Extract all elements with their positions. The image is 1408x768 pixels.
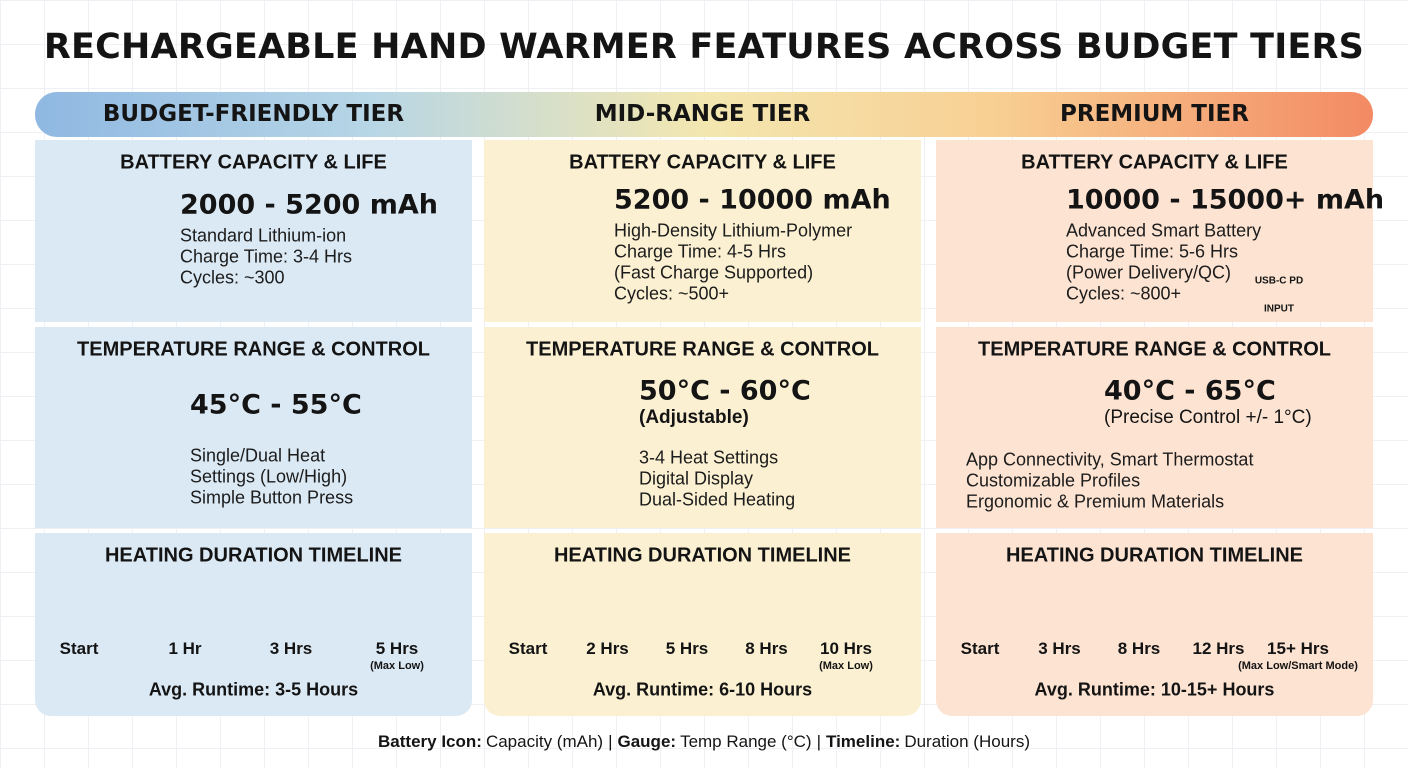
timeline-label: 5 Hrs [375, 639, 419, 658]
timeline-note: (Max Low/Smart Mode) [1238, 660, 1358, 672]
timeline-note: (Max Low) [819, 660, 873, 672]
section-heading: BATTERY CAPACITY & LIFE [569, 151, 836, 174]
battery-detail: Cycles: ~500+ [614, 283, 730, 304]
timeline-label: 8 Hrs [745, 639, 788, 658]
battery-capacity: 2000 - 5200 mAh [180, 189, 438, 221]
timeline-label: 15+ Hrs [1267, 639, 1329, 658]
temperature-section [484, 327, 921, 528]
temperature-detail: Dual-Sided Heating [639, 489, 796, 510]
temperature-qualifier: (Adjustable) [639, 407, 749, 428]
timeline-section [936, 533, 1373, 716]
legend-text: Capacity (mAh) [485, 732, 604, 751]
temperature-detail: Digital Display [639, 468, 754, 489]
port-label: INPUT [1264, 303, 1294, 315]
legend-text: Temp Range (°C) [680, 732, 812, 751]
battery-section [484, 140, 921, 322]
timeline-label: 8 Hrs [1117, 639, 1161, 658]
port-label: USB-C PD [1254, 275, 1304, 287]
timeline-label: Start [59, 639, 99, 658]
temperature-detail: 3-4 Heat Settings [639, 447, 779, 468]
temperature-range: 50°C - 60°C [639, 375, 811, 407]
battery-detail: Standard Lithium-ion [180, 225, 347, 246]
temperature-section [936, 327, 1373, 528]
timeline-section [484, 533, 921, 716]
battery-detail: Charge Time: 3-4 Hrs [180, 246, 353, 267]
temperature-qualifier: (Precise Control +/- 1°C) [1104, 407, 1312, 428]
timeline-label: 3 Hrs [269, 639, 313, 658]
battery-capacity: 5200 - 10000 mAh [614, 184, 891, 216]
battery-detail: Advanced Smart Battery [1066, 220, 1262, 241]
runtime: Avg. Runtime: 6-10 Hours [592, 679, 813, 700]
runtime: Avg. Runtime: 10-15+ Hours [1034, 679, 1275, 700]
battery-detail: High-Density Lithium-Polymer [614, 220, 853, 241]
temperature-range: 40°C - 65°C [1104, 375, 1276, 407]
timeline-label: 2 Hrs [586, 639, 629, 658]
battery-section [35, 140, 472, 322]
separator: | [608, 732, 613, 751]
battery-detail: (Power Delivery/QC) [1066, 262, 1232, 283]
timeline-label: 3 Hrs [1038, 639, 1081, 658]
legend-label: Battery Icon: [378, 732, 482, 751]
battery-capacity: 10000 - 15000+ mAh [1066, 184, 1385, 216]
legend-footer: Battery Icon: Capacity (mAh) | Gauge: Temp R… [378, 732, 1030, 752]
tier-name: PREMIUM TIER [1060, 101, 1249, 127]
section-heading: HEATING DURATION TIMELINE [104, 544, 403, 567]
section-heading: BATTERY CAPACITY & LIFE [120, 151, 387, 174]
temperature-detail: Ergonomic & Premium Materials [966, 491, 1225, 512]
tier-name: MID-RANGE TIER [594, 101, 811, 127]
legend-text: Duration (Hours) [904, 732, 1030, 751]
battery-detail: Charge Time: 5-6 Hrs [1066, 241, 1239, 262]
temperature-section [35, 327, 472, 528]
temperature-detail: Settings (Low/High) [190, 466, 348, 487]
timeline-label: Start [508, 639, 548, 658]
section-heading: HEATING DURATION TIMELINE [1005, 544, 1304, 567]
battery-detail: Charge Time: 4-5 Hrs [614, 241, 787, 262]
section-heading: TEMPERATURE RANGE & CONTROL [978, 338, 1331, 361]
temperature-range: 45°C - 55°C [190, 389, 362, 421]
timeline-label: 5 Hrs [665, 639, 709, 658]
battery-section [936, 140, 1373, 322]
battery-detail: (Fast Charge Supported) [614, 262, 814, 283]
timeline-label: Start [960, 639, 1000, 658]
temperature-detail: Customizable Profiles [966, 470, 1141, 491]
timeline-label: 12 Hrs [1192, 639, 1245, 658]
runtime: Avg. Runtime: 3-5 Hours [148, 679, 359, 700]
battery-detail: Cycles: ~300 [180, 267, 285, 288]
legend-label: Gauge: [617, 732, 677, 751]
separator: | [816, 732, 821, 751]
temperature-detail: App Connectivity, Smart Thermostat [966, 449, 1254, 470]
timeline-label: 1 Hr [168, 639, 202, 658]
timeline-note: (Max Low) [370, 660, 424, 672]
temperature-detail: Single/Dual Heat [190, 445, 326, 466]
battery-detail: Cycles: ~800+ [1066, 283, 1182, 304]
section-heading: TEMPERATURE RANGE & CONTROL [77, 338, 430, 361]
section-heading: HEATING DURATION TIMELINE [553, 544, 852, 567]
page-title: RECHARGEABLE HAND WARMER FEATURES ACROSS… [43, 27, 1365, 67]
tier-name: BUDGET-FRIENDLY TIER [102, 101, 405, 127]
section-heading: TEMPERATURE RANGE & CONTROL [526, 338, 879, 361]
section-heading: BATTERY CAPACITY & LIFE [1021, 151, 1288, 174]
timeline-section [35, 533, 472, 716]
timeline-label: 10 Hrs [820, 639, 872, 658]
temperature-detail: Simple Button Press [190, 487, 354, 508]
legend-label: Timeline: [826, 732, 901, 751]
tier-header-bar [35, 92, 1373, 137]
